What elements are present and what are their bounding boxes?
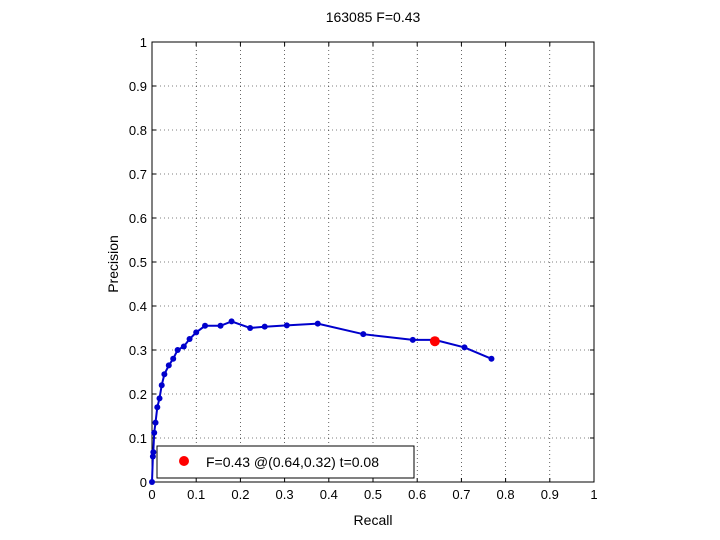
series-point [360, 331, 367, 338]
y-tick-label: 0.6 [129, 211, 147, 226]
y-tick-label: 0.8 [129, 123, 147, 138]
legend-label: F=0.43 @(0.64,0.32) t=0.08 [206, 454, 379, 470]
series-point [314, 320, 321, 327]
y-tick-label: 0.7 [129, 167, 147, 182]
series-point [151, 429, 158, 436]
series-point [261, 323, 268, 330]
series-point [247, 325, 254, 331]
x-tick-label: 0 [148, 487, 155, 502]
x-tick-label: 0.6 [408, 487, 426, 502]
series-point [283, 322, 290, 329]
series-point [217, 322, 224, 329]
series-point [158, 382, 165, 389]
x-tick-label: 0.3 [276, 487, 294, 502]
series-point [180, 343, 187, 350]
series-point [202, 322, 209, 329]
ticks: 0 0.1 0.2 0.3 0.4 0.5 0.6 0.7 0.8 0.9 1 0 0.1 0.2 0.3 0… [129, 35, 598, 502]
x-tick-label: 0.8 [497, 487, 515, 502]
series-point [150, 449, 157, 456]
legend-box [156, 445, 415, 479]
grid [152, 42, 594, 482]
x-tick-label: 0.5 [364, 487, 382, 502]
y-tick-label: 0.5 [129, 255, 147, 270]
series-point [156, 395, 163, 402]
y-axis-label: Precision [105, 235, 121, 293]
x-tick-label: 1 [590, 487, 597, 502]
legend: F=0.43 @(0.64,0.32) t=0.08 [156, 445, 415, 479]
series-point [149, 453, 156, 460]
series-point [186, 336, 193, 342]
y-tick-label: 0.9 [129, 79, 147, 94]
y-tick-label: 1 [140, 35, 147, 50]
x-axis-label: Recall [354, 512, 393, 528]
x-tick-label: 0.4 [320, 487, 338, 502]
y-tick-label: 0.3 [129, 343, 147, 358]
x-tick-label: 0.7 [452, 487, 470, 502]
y-tick-label: 0.2 [129, 387, 147, 402]
y-tick-label: 0 [140, 475, 147, 490]
series-point [149, 479, 155, 485]
series-point [154, 404, 161, 411]
x-tick-label: 0.1 [187, 487, 205, 502]
series-point [161, 371, 168, 378]
y-tick-label: 0.1 [129, 431, 147, 446]
series-group [149, 318, 495, 485]
x-tick-label: 0.9 [541, 487, 559, 502]
series-point [193, 329, 200, 336]
best-f-point [429, 336, 440, 347]
legend-marker [179, 456, 189, 466]
y-tick-label: 0.4 [129, 299, 147, 314]
series-point [152, 419, 159, 426]
series-point [409, 336, 416, 343]
chart-title: 163085 F=0.43 [326, 9, 421, 25]
series-point [488, 355, 495, 362]
series-point [461, 344, 468, 351]
series-point [174, 347, 181, 353]
x-tick-label: 0.2 [231, 487, 249, 502]
series-point [228, 318, 235, 325]
series-point [170, 355, 177, 362]
series-point [165, 362, 172, 369]
